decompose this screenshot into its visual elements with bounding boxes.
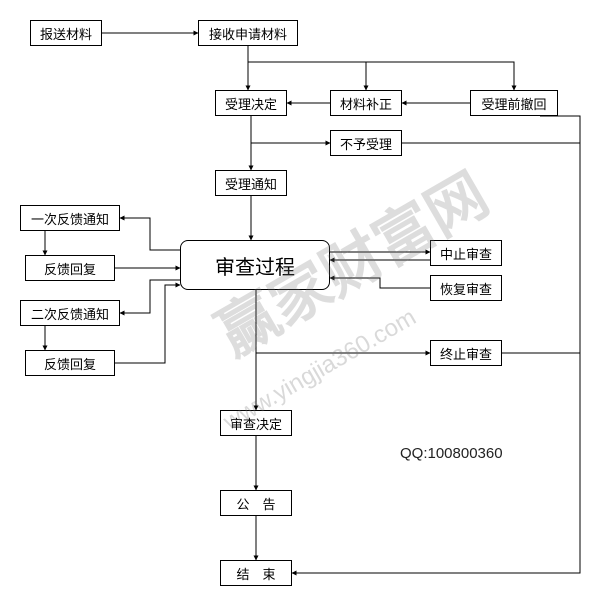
edge-withdraw-end [540,116,580,143]
node-announce: 公 告 [220,490,292,516]
node-fb1_reply: 反馈回复 [25,255,115,281]
node-fb2_ntc: 二次反馈通知 [20,300,120,326]
edge-receive-withdraw [248,62,514,90]
edge-accept_dec-reject [251,116,330,143]
edge-review-terminate [256,290,430,353]
qq-label: QQ:100800360 [400,445,503,462]
node-end: 结 束 [220,560,292,586]
node-accept_ntc: 受理通知 [215,170,287,196]
node-review: 审查过程 [180,240,330,290]
edge-review-fb1_ntc [120,218,180,250]
node-submit: 报送材料 [30,20,102,46]
node-suspend: 中止审查 [430,240,502,266]
edge-fb2_reply-review [115,285,180,363]
node-fb2_reply: 反馈回复 [25,350,115,376]
node-decision: 审查决定 [220,410,292,436]
node-accept_dec: 受理决定 [215,90,287,116]
node-terminate: 终止审查 [430,340,502,366]
node-receive: 接收申请材料 [198,20,298,46]
edge-receive-supplement [248,62,366,90]
node-fb1_ntc: 一次反馈通知 [20,205,120,231]
edge-resume-review [330,278,430,288]
node-withdraw: 受理前撤回 [470,90,558,116]
node-reject: 不予受理 [330,130,402,156]
node-resume: 恢复审查 [430,275,502,301]
node-supplement: 材料补正 [330,90,402,116]
